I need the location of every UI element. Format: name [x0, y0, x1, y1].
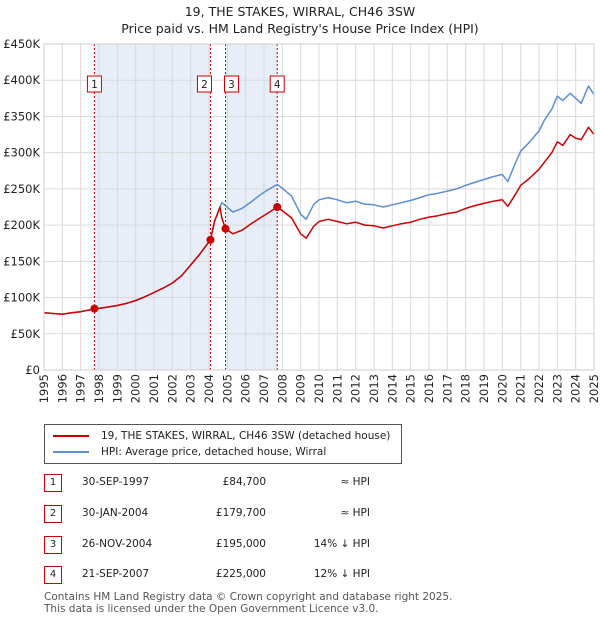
x-tick-label: 2004 [202, 374, 216, 403]
sale-label-box [86, 75, 102, 93]
sale-label-box [196, 75, 212, 93]
x-tick-label: 2008 [275, 374, 289, 403]
sale-price: £179,700 [215, 507, 266, 519]
x-tick-label: 2025 [587, 374, 600, 403]
x-tick-label: 2020 [495, 374, 509, 403]
sale-date: 21-SEP-2007 [82, 568, 150, 580]
sale-label-text: 3 [228, 79, 235, 91]
footer-copyright: Contains HM Land Registry data © Crown c… [44, 591, 453, 603]
point-layer [90, 203, 282, 313]
x-tick-label: 1995 [37, 374, 51, 403]
table-row: 1 30-SEP-1997 £84,700 ≈ HPI [44, 474, 564, 494]
x-tick-label: 2021 [514, 374, 528, 403]
y-tick-label: £100K [3, 291, 40, 305]
x-tick-label: 2002 [165, 374, 179, 403]
shaded-period [225, 44, 278, 370]
sale-point [206, 235, 215, 244]
y-tick-label: £0 [25, 363, 40, 377]
table-row: 2 30-JAN-2004 £179,700 ≈ HPI [44, 505, 564, 525]
label-layer: 1 2 3 4 [86, 75, 285, 93]
y-tick-label: £50K [11, 327, 41, 341]
x-tick-label: 2023 [550, 374, 564, 403]
sale-date: 30-SEP-1997 [82, 476, 150, 488]
sale-hpi-comparison: 12% ↓ HPI [313, 568, 370, 580]
x-tick-label: 2012 [349, 374, 363, 403]
x-tick-label: 2016 [422, 374, 436, 403]
x-tick-label: 2011 [330, 374, 344, 403]
sale-hpi-comparison: ≈ HPI [340, 507, 370, 519]
x-tick-label: 2006 [239, 374, 253, 403]
sale-badge: 4 [44, 566, 62, 584]
x-tick-label: 2003 [184, 374, 198, 403]
legend-swatch-hpi [53, 451, 89, 453]
y-tick-label: £350K [3, 109, 40, 123]
x-tick-label: 2018 [459, 374, 473, 403]
shade-layer [94, 44, 278, 370]
sale-point [273, 203, 282, 211]
axis-layer: £0 £50K £100K £150K £200K £250K £300K £350K £400… [3, 37, 600, 403]
x-tick-label: 2009 [294, 374, 308, 403]
legend-swatch-price [53, 435, 89, 437]
sale-label-text: 4 [274, 79, 281, 91]
legend-label-hpi: HPI: Average price, detached house, Wirr… [101, 446, 327, 458]
x-tick-label: 2001 [147, 374, 161, 403]
x-tick-label: 1999 [110, 374, 124, 403]
sale-point [90, 304, 99, 313]
y-tick-label: £400K [3, 73, 40, 87]
x-tick-label: 2015 [404, 374, 418, 403]
sale-label-box [269, 75, 285, 93]
sale-date: 26-NOV-2004 [82, 538, 153, 550]
x-tick-label: 2013 [367, 374, 381, 403]
sale-price: £84,700 [222, 476, 266, 488]
y-tick-label: £450K [3, 37, 40, 51]
plot-frame [43, 43, 595, 371]
y-tick-label: £150K [3, 254, 40, 268]
y-tick-label: £200K [3, 218, 40, 232]
x-tick-label: 2014 [385, 374, 399, 403]
sale-label-text: 1 [91, 79, 98, 91]
x-tick-label: 2022 [532, 374, 546, 403]
footer-licence: This data is licensed under the Open Gov… [44, 603, 379, 615]
sale-label-text: 2 [201, 79, 208, 91]
sale-badge: 3 [44, 536, 62, 554]
line-layer [43, 85, 595, 315]
sale-price: £195,000 [215, 538, 266, 550]
chart-subtitle: Price paid vs. HM Land Registry's House … [121, 21, 479, 36]
sale-date: 30-JAN-2004 [82, 507, 149, 519]
table-row: 3 26-NOV-2004 £195,000 14% ↓ HPI [44, 536, 564, 556]
legend-label-price: 19, THE STAKES, WIRRAL, CH46 3SW (detach… [101, 430, 391, 442]
sale-point [221, 224, 230, 233]
price-paid-line [43, 126, 595, 315]
y-tick-label: £250K [3, 182, 40, 196]
x-tick-label: 2024 [569, 374, 583, 403]
x-tick-label: 2019 [477, 374, 491, 403]
x-tick-label: 1998 [92, 374, 106, 403]
y-tick-label: £300K [3, 146, 40, 160]
sale-badge: 1 [44, 474, 62, 492]
chart-title: 19, THE STAKES, WIRRAL, CH46 3SW [184, 4, 416, 19]
x-tick-label: 1996 [55, 374, 69, 403]
x-tick-label: 1997 [74, 374, 88, 403]
legend: 19, THE STAKES, WIRRAL, CH46 3SW (detach… [44, 424, 402, 464]
sale-hpi-comparison: ≈ HPI [340, 476, 370, 488]
sale-badge: 2 [44, 505, 62, 523]
table-row: 4 21-SEP-2007 £225,000 12% ↓ HPI [44, 566, 564, 586]
x-tick-label: 2005 [220, 374, 234, 403]
sale-label-box [224, 75, 239, 93]
sale-price: £225,000 [215, 568, 266, 580]
x-tick-label: 2007 [257, 374, 271, 403]
price-chart: £0 £50K £100K £150K £200K £250K £300K £350K £400… [3, 37, 600, 403]
sale-hpi-comparison: 14% ↓ HPI [313, 538, 370, 550]
x-tick-label: 2017 [440, 374, 454, 403]
shaded-period [94, 44, 211, 370]
x-tick-label: 2010 [312, 374, 326, 403]
x-tick-label: 2000 [129, 374, 143, 403]
